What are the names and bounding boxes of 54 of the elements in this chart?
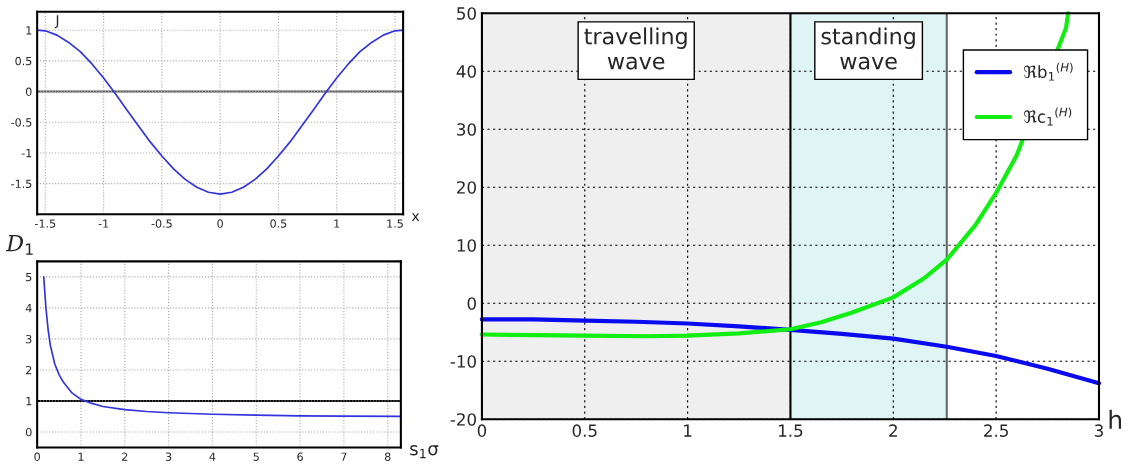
x-tick-label: 0	[217, 219, 223, 228]
x-tick-label: -1.5	[35, 219, 56, 228]
y-tick-label: -20	[450, 413, 476, 426]
y-tick-label: 2	[26, 365, 32, 375]
x-tick-label: 3	[165, 452, 172, 461]
x-tick-label: 0.5	[572, 424, 597, 437]
x-tick-label: 1	[78, 452, 84, 461]
y-tick-label: 0.5	[15, 56, 32, 66]
x-axis-title: x	[411, 213, 420, 221]
y-tick-label: 0	[467, 297, 476, 310]
x-tick-label: 2	[889, 424, 897, 437]
band-label: travelling wave	[584, 27, 687, 70]
line-series	[479, 317, 1102, 386]
x-tick-label: 1.5	[779, 424, 803, 437]
y-axis-title: D$_{1}$	[5, 234, 33, 255]
x-tick-label: 0	[34, 452, 40, 461]
x-tick-label: -1	[98, 219, 109, 228]
x-tick-label: 0.5	[270, 219, 287, 228]
x-tick-label: -0.5	[151, 219, 172, 228]
x-tick-label: 1	[684, 424, 692, 437]
y-tick-label: -10	[450, 355, 476, 368]
y-tick-label: 0	[25, 87, 32, 96]
y-tick-label: 5	[26, 273, 32, 282]
band-label: standing wave	[821, 27, 915, 70]
x-tick-label: 7	[341, 452, 347, 461]
line-series	[42, 276, 401, 418]
y-tick-label: -1.5	[11, 179, 32, 188]
y-tick-label: 1	[26, 26, 32, 35]
line-series	[37, 29, 404, 195]
y-tick-label: -1	[21, 149, 32, 158]
x-tick-label: 1	[334, 219, 340, 228]
y-axis-title: J	[54, 15, 59, 29]
legend-label: ℜc$_{1}$$^{(H)}$	[1024, 107, 1072, 126]
x-tick-label: 6	[297, 452, 303, 461]
y-tick-label: 10	[457, 239, 476, 252]
x-tick-label: 8	[384, 452, 391, 461]
x-axis-title: s$_{1}$σ	[410, 445, 439, 459]
x-tick-label: 0	[477, 424, 487, 437]
y-tick-label: 4	[25, 304, 32, 313]
y-tick-label: 30	[457, 123, 476, 136]
y-tick-label: 1	[26, 397, 32, 406]
y-tick-label: 50	[457, 7, 476, 20]
x-axis-title: h	[1109, 409, 1122, 429]
y-tick-label: 40	[456, 65, 476, 78]
y-tick-label: 3	[26, 334, 32, 344]
legend-label: ℜb$_{1}$$^{(H)}$	[1024, 62, 1073, 81]
y-tick-label: -0.5	[11, 118, 32, 127]
y-tick-label: 20	[457, 181, 476, 194]
x-tick-label: 5	[253, 452, 259, 461]
x-tick-label: 4	[209, 452, 216, 461]
x-tick-label: 2.5	[984, 424, 1008, 437]
x-tick-label: 2	[122, 452, 128, 461]
x-tick-label: 1.5	[387, 219, 403, 228]
x-tick-label: 3	[1094, 424, 1103, 437]
